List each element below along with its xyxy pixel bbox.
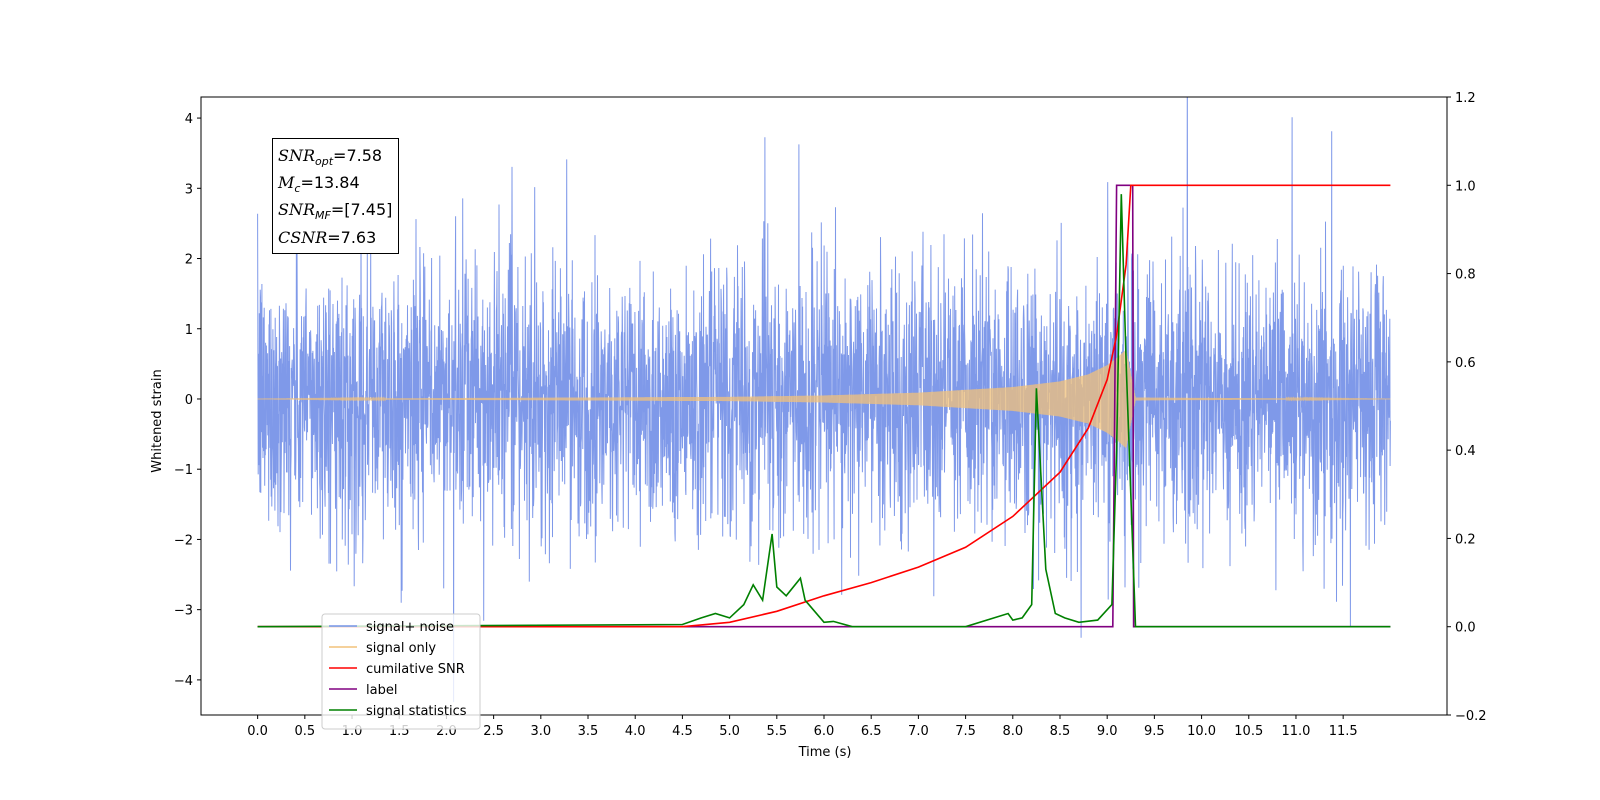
x-tick-label: 9.5 bbox=[1144, 724, 1165, 739]
x-tick-label: 0.0 bbox=[247, 724, 268, 739]
x-tick-label: 5.0 bbox=[719, 724, 740, 739]
x-tick-label: 7.5 bbox=[955, 724, 976, 739]
x-tick-label: 6.0 bbox=[814, 724, 835, 739]
legend-item-label: cumilative SNR bbox=[366, 662, 465, 677]
snr-opt-value: 7.58 bbox=[346, 146, 383, 165]
x-tick-label: 8.0 bbox=[1002, 724, 1023, 739]
y-left-tick-label: 0 bbox=[185, 393, 193, 408]
y-left-tick-label: 2 bbox=[185, 253, 193, 268]
y-left-tick-label: −3 bbox=[174, 604, 193, 619]
x-tick-label: 10.0 bbox=[1187, 724, 1216, 739]
x-tick-label: 5.5 bbox=[766, 724, 787, 739]
legend-box bbox=[321, 613, 481, 730]
x-tick-label: 7.0 bbox=[908, 724, 929, 739]
legend: signal+ noise signal only cumilative SNR la… bbox=[321, 613, 481, 730]
x-tick-label: 11.5 bbox=[1329, 724, 1358, 739]
legend-item-label: signal statistics bbox=[366, 704, 467, 719]
legend-item-label: label bbox=[366, 683, 397, 698]
y-right-tick-label: 0.6 bbox=[1455, 356, 1476, 371]
x-axis-label: Time (s) bbox=[798, 745, 852, 760]
annotation-snr-mf: SNRMF=[7.45] bbox=[278, 200, 393, 223]
y-right-tick-label: 0.4 bbox=[1455, 444, 1476, 459]
y-axis-label: Whitened strain bbox=[150, 369, 165, 472]
mc-value: 13.84 bbox=[313, 173, 360, 193]
legend-item-label: signal only bbox=[366, 641, 436, 656]
series-signal-only bbox=[257, 349, 1391, 448]
x-tick-label: 3.0 bbox=[530, 724, 551, 739]
csnr-value: 7.63 bbox=[340, 227, 377, 247]
series-cumulative-snr bbox=[257, 184, 1391, 628]
plot-area bbox=[257, 97, 1391, 703]
y-left-tick-label: −2 bbox=[174, 533, 193, 548]
snr-mf-value: [7.45] bbox=[344, 200, 393, 220]
annotation-box: SNRopt=7.58 Mc=13.84 SNRMF=[7.45] CSNR=7… bbox=[272, 138, 400, 254]
y-left-tick-label: −1 bbox=[174, 463, 193, 478]
series-signal-statistics bbox=[257, 194, 1391, 628]
legend-item-label: signal+ noise bbox=[366, 620, 454, 635]
x-tick-label: 10.5 bbox=[1234, 724, 1263, 739]
x-tick-label: 6.5 bbox=[861, 724, 882, 739]
x-tick-label: 11.0 bbox=[1281, 724, 1310, 739]
y-left-tick-label: 3 bbox=[185, 182, 193, 197]
x-tick-label: 2.5 bbox=[483, 724, 504, 739]
y-right-tick-label: 1.0 bbox=[1455, 179, 1476, 194]
y-right-tick-label: −0.2 bbox=[1455, 709, 1487, 724]
x-tick-label: 3.5 bbox=[578, 724, 599, 739]
x-tick-label: 4.5 bbox=[672, 724, 693, 739]
y-right-tick-label: 0.2 bbox=[1455, 532, 1476, 547]
y-right-tick-label: 0.8 bbox=[1455, 268, 1476, 283]
annotation-csnr: CSNR=7.63 bbox=[278, 227, 377, 247]
x-tick-label: 4.0 bbox=[625, 724, 646, 739]
y-left-tick-label: 1 bbox=[185, 323, 193, 338]
y-left-tick-label: −4 bbox=[174, 674, 193, 689]
y-left-tick-label: 4 bbox=[185, 112, 193, 127]
x-tick-label: 8.5 bbox=[1050, 724, 1071, 739]
series-signal-noise bbox=[257, 97, 1391, 703]
annotation-mc: Mc=13.84 bbox=[278, 173, 360, 196]
y-right-tick-label: 1.2 bbox=[1455, 91, 1476, 106]
x-tick-label: 0.5 bbox=[294, 724, 315, 739]
x-tick-label: 9.0 bbox=[1097, 724, 1118, 739]
annotation-snr-opt: SNRopt=7.58 bbox=[278, 146, 383, 169]
y-right-tick-label: 0.0 bbox=[1455, 621, 1476, 636]
